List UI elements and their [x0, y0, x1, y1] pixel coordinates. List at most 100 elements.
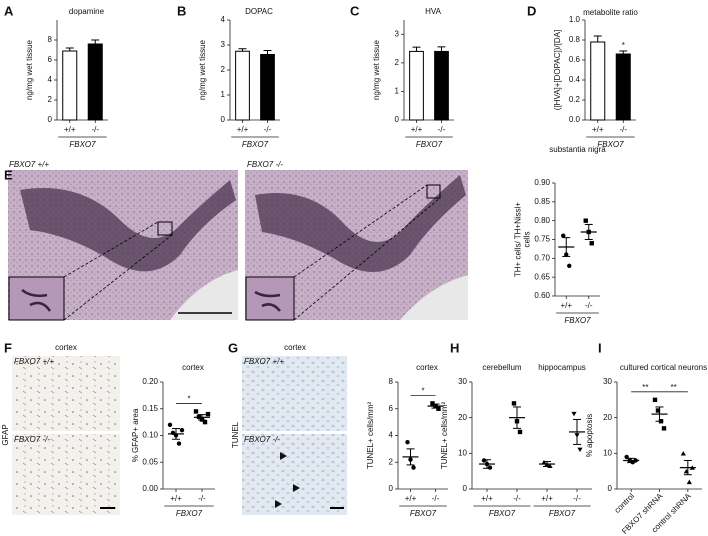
panel-letter: D: [527, 3, 536, 18]
data-point: [567, 263, 572, 269]
chart-title: cortex: [416, 363, 438, 372]
chart: D 0.0 0.2 0.4 0.6 0.8 1.0 ([HVA]+[DOPAC])/[DA] +…: [527, 3, 636, 149]
section-title: cerebellum: [482, 363, 521, 372]
y-tick-label: 0: [608, 484, 613, 493]
data-point: [481, 458, 487, 463]
x-tick-label: +/+: [170, 494, 182, 503]
y-axis-label: ([HVA]+[DOPAC])/[DA]: [553, 30, 562, 110]
y-tick-label: 0.75: [534, 235, 550, 244]
panel-letter: B: [177, 3, 186, 18]
micrograph-f: [12, 356, 120, 515]
y-tick-label: 8: [48, 35, 53, 44]
bar: [409, 50, 424, 121]
y-axis-label: TH+ cells/ TH+Nissl+ cells: [513, 201, 531, 278]
y-tick-label: 0: [463, 484, 468, 493]
y-tick-label: 0.05: [142, 457, 158, 466]
micrograph-label: FBXO7 +/+: [9, 160, 49, 169]
y-tick-label: 20: [603, 413, 612, 422]
x-tick-label: -/-: [619, 125, 627, 134]
chart-title: substantia nigra: [549, 145, 606, 154]
y-tick-label: 0.80: [534, 216, 550, 225]
y-tick-label: 10: [458, 448, 467, 457]
micrograph-label: FBXO7 -/-: [244, 435, 280, 444]
x-tick-label: control: [613, 491, 637, 515]
y-axis-label: % GFAP+ area: [131, 408, 140, 462]
y-axis-label: ng/mg wet tissue: [198, 39, 207, 100]
chart-title: cortex: [182, 363, 204, 372]
y-tick-label: 2: [48, 95, 53, 104]
data-point: [680, 451, 686, 456]
micrograph-label: FBXO7 +/+: [244, 357, 284, 366]
y-tick-label: 30: [603, 377, 612, 386]
y-tick-label: 6: [48, 55, 53, 64]
chart-title: dopamine: [69, 7, 105, 16]
micrograph-label: FBXO7 +/+: [14, 357, 54, 366]
y-tick-label: 6: [389, 404, 394, 413]
y-tick-label: 0: [389, 484, 394, 493]
micrograph-label: FBXO7 -/-: [14, 435, 50, 444]
x-tick-label: +/+: [411, 125, 423, 134]
group-label: FBXO7: [176, 509, 203, 518]
y-tick-label: 0.60: [534, 291, 550, 300]
y-tick-label: 4: [48, 75, 53, 84]
data-point: [652, 397, 658, 403]
y-tick-label: 0.8: [569, 35, 581, 44]
bar: [590, 41, 606, 121]
stain-label: TUNEL: [231, 421, 240, 448]
chart: B DOPAC 0 1 2 3 4 ng/mg wet tissue +/+ -/- FBXO7: [177, 3, 280, 149]
y-tick-label: 3: [221, 40, 226, 49]
chart-title: substantia nigra: [549, 145, 606, 154]
y-tick-label: 0.20: [142, 377, 158, 386]
group-label: FBXO7: [549, 509, 576, 518]
significance: **: [642, 383, 648, 392]
chart-title: cultured cortical neurons: [620, 363, 707, 372]
data-point: [179, 427, 185, 433]
x-tick-label: +/+: [541, 494, 553, 503]
data-point: [589, 241, 594, 246]
x-tick-label: -/-: [438, 125, 446, 134]
x-tick-label: -/-: [432, 494, 440, 503]
micrograph-title: cortex: [284, 343, 306, 352]
significance: *: [622, 41, 625, 50]
significance: **: [671, 383, 677, 392]
x-tick-label: +/+: [64, 125, 76, 134]
y-tick-label: 3: [395, 29, 400, 38]
panel-letter: E: [4, 167, 13, 182]
data-point: [430, 401, 435, 406]
y-axis-label: ng/mg wet tissue: [372, 39, 381, 100]
y-tick-label: 2: [389, 457, 394, 466]
y-tick-label: 1: [221, 90, 226, 99]
bar: [62, 50, 78, 121]
data-point: [661, 426, 667, 431]
data-point: [571, 411, 577, 417]
group-label: FBXO7: [564, 316, 591, 325]
data-point: [205, 411, 211, 417]
y-axis-label: TUNEL+ cells/mm²: [440, 401, 449, 469]
micrograph-title: cortex: [55, 343, 77, 352]
bar: [235, 50, 250, 121]
chart-title: metabolite ratio: [583, 8, 638, 17]
panel-letter: I: [598, 340, 602, 355]
panel-letter: G: [228, 340, 238, 355]
x-tick-label: -/-: [91, 125, 99, 134]
data-point: [511, 401, 517, 406]
data-point: [176, 441, 182, 446]
chart: E 0.60 0.65 0.70 0.75 0.80 0.85 0.90 +/+ -/- FBXO7: [4, 167, 600, 325]
y-tick-label: 0: [395, 115, 400, 124]
panel-letter: F: [4, 340, 12, 355]
bar: [260, 54, 275, 121]
y-tick-label: 0.10: [142, 431, 158, 440]
y-tick-label: 0.15: [142, 404, 158, 413]
x-tick-label: -/-: [513, 494, 521, 503]
x-tick-label: +/+: [237, 125, 249, 134]
y-tick-label: 0.90: [534, 178, 550, 187]
group-label: FBXO7: [410, 509, 437, 518]
data-point: [193, 409, 199, 414]
data-point: [686, 479, 692, 485]
x-tick-label: +/+: [592, 125, 604, 134]
y-tick-label: 0.0: [569, 115, 581, 124]
